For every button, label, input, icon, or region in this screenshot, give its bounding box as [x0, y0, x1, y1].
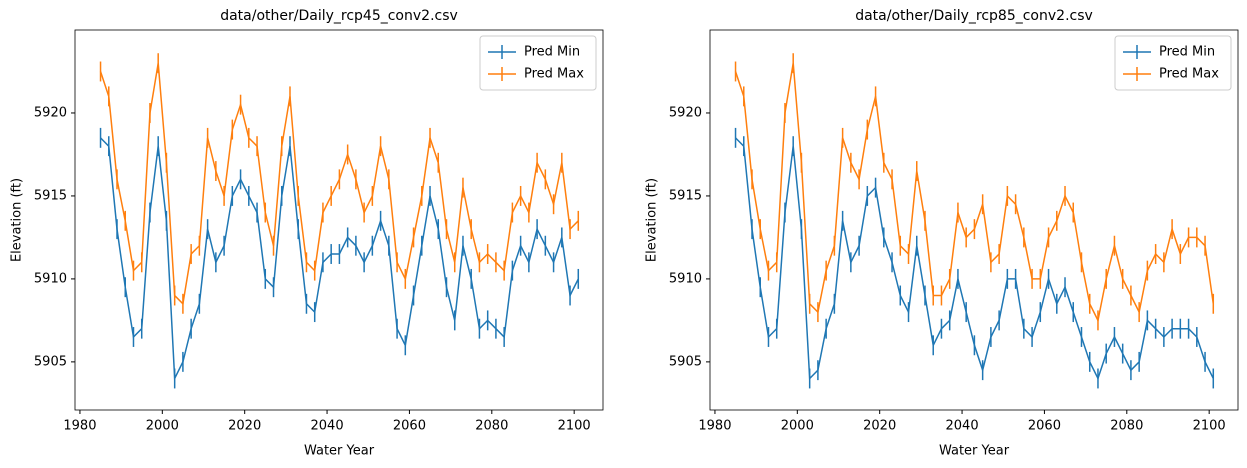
- x-tick-label: 2060: [1028, 419, 1061, 434]
- x-axis-label: Water Year: [304, 444, 375, 459]
- legend-box: [1114, 35, 1232, 91]
- y-tick-label: 5915: [669, 188, 702, 203]
- x-tick-label: 2020: [863, 419, 896, 434]
- series-line: [735, 137, 1214, 381]
- x-tick-label: 1980: [63, 419, 96, 434]
- legend: Pred Min Pred Max: [479, 35, 597, 91]
- x-tick-label: 2000: [146, 419, 179, 434]
- legend-label: Pred Max: [524, 67, 584, 82]
- chart-title: data/other/Daily_rcp85_conv2.csv: [855, 8, 1093, 24]
- plot-frame: [709, 29, 1239, 411]
- y-tick-label: 5915: [34, 188, 67, 203]
- legend-label: Pred Min: [524, 45, 580, 60]
- x-tick-label: 2060: [393, 419, 426, 434]
- x-tick-label: 2000: [781, 419, 814, 434]
- x-axis-label: Water Year: [939, 444, 1010, 459]
- series-line: [99, 63, 579, 306]
- x-tick-label: 2100: [558, 419, 591, 434]
- y-tick-label: 5905: [669, 354, 702, 369]
- x-tick-label: 2080: [1110, 419, 1143, 434]
- y-axis-label: Elevation (ft): [645, 178, 660, 262]
- legend: Pred Min Pred Max: [1114, 35, 1232, 91]
- x-tick-label: 2040: [946, 419, 979, 434]
- legend-label: Pred Min: [1159, 45, 1215, 60]
- y-tick-label: 5905: [34, 354, 67, 369]
- x-tick-label: 2040: [311, 419, 344, 434]
- y-tick-label: 5920: [34, 105, 67, 120]
- x-tick-label: 2100: [1193, 419, 1226, 434]
- legend-box: [479, 35, 597, 91]
- series-line: [734, 63, 1215, 323]
- subplot: data/other/Daily_rcp45_conv2.csv Water Ye…: [10, 8, 604, 459]
- x-tick-label: 2080: [475, 419, 508, 434]
- y-axis-label: Elevation (ft): [10, 178, 25, 262]
- y-tick-label: 5910: [34, 271, 67, 286]
- plot-frame: [74, 29, 604, 411]
- subplot: data/other/Daily_rcp85_conv2.csv Water Ye…: [645, 8, 1239, 459]
- x-tick-label: 2020: [228, 419, 261, 434]
- legend-label: Pred Max: [1159, 67, 1219, 82]
- series-line: [100, 137, 579, 382]
- y-tick-label: 5920: [669, 105, 702, 120]
- y-tick-label: 5910: [669, 271, 702, 286]
- chart-title: data/other/Daily_rcp45_conv2.csv: [220, 8, 458, 24]
- x-tick-label: 1980: [698, 419, 731, 434]
